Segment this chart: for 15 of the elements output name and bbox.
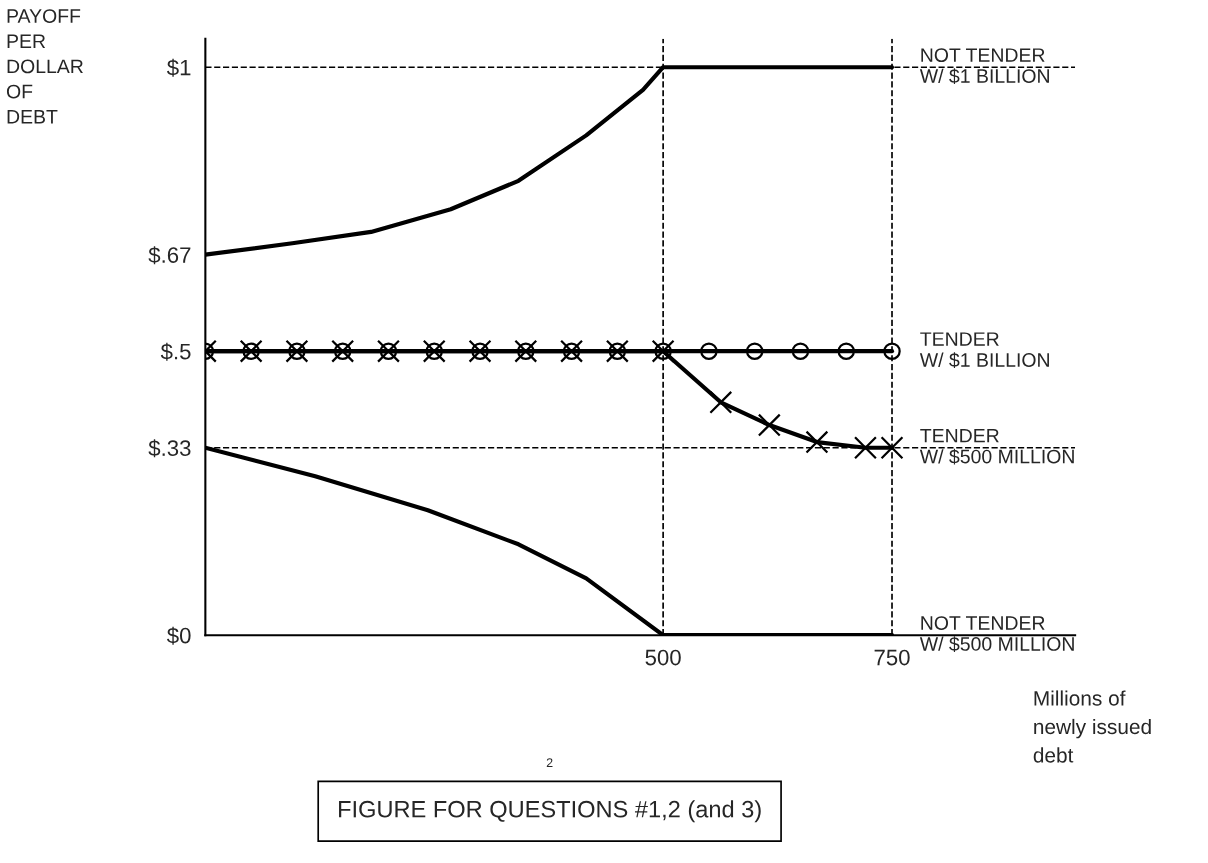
x-tick-label: 750 [874, 649, 910, 666]
y-tick-label: $.5 [160, 342, 191, 361]
y-tick-label: $.67 [148, 246, 191, 265]
y-tick-label: $1 [167, 58, 191, 77]
y-tick-label: $0 [167, 626, 191, 645]
x-tick-label: 500 [645, 649, 681, 666]
series-label: TENDER W/ $1 BILLION [919, 332, 1049, 369]
text: FIGURE FOR QUESTIONS #1,2 (and 3) [339, 800, 761, 823]
text: 2 [546, 758, 553, 767]
y-axis-title: PAYOFF PER DOLLAR OF DEBT [6, 9, 83, 124]
series-label: NOT TENDER W/ $1 BILLION [919, 48, 1049, 85]
series-label: TENDER W/ $500 MILLION [919, 428, 1074, 465]
series-label: NOT TENDER W/ $500 MILLION [919, 616, 1074, 653]
y-tick-label: $.33 [148, 439, 191, 458]
x-axis-title: Millions of newly issued debt [1033, 690, 1151, 763]
